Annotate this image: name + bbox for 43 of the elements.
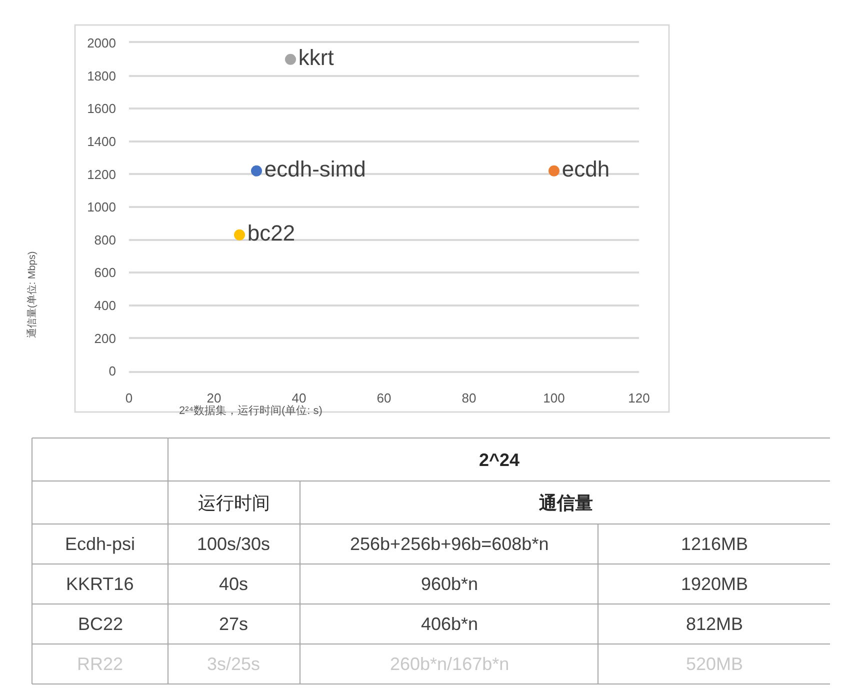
text: 812MB	[686, 614, 744, 634]
x-tick-label: 20	[206, 390, 222, 406]
text: 40s	[219, 574, 248, 594]
y-tick-label: 1000	[87, 200, 116, 215]
y-tick-label: 1600	[87, 101, 116, 116]
point	[548, 165, 560, 176]
text: 406b*n	[421, 614, 478, 634]
text: 1216MB	[681, 534, 748, 554]
series-label: kkrt	[298, 44, 334, 70]
x-tick-label: 0	[125, 390, 133, 406]
y-tick-label: 800	[94, 232, 116, 248]
x-tick-label: 60	[376, 390, 392, 406]
text: 2^24	[479, 450, 520, 470]
x-axis-title: 2²⁴数据集，运行时间(单位: s)	[179, 404, 322, 417]
text: 256b+256b+96b=608b*n	[350, 534, 549, 554]
y-tick-label: 1200	[87, 166, 116, 182]
x-tick-label: 100	[543, 390, 565, 406]
text: 通信量	[538, 493, 593, 513]
y-axis-title: 通信量(单位: Mbps)	[26, 251, 38, 338]
x-tick-label: 120	[628, 390, 650, 406]
y-tick-label: 1800	[87, 68, 116, 84]
text: 1920MB	[681, 574, 748, 594]
text: 100s/30s	[197, 534, 270, 554]
y-tick-label: 200	[94, 330, 116, 346]
series-label: bc22	[247, 220, 296, 246]
text: Ecdh-psi	[65, 534, 136, 554]
x-tick-label: 40	[292, 390, 306, 406]
y-tick-label: 400	[94, 298, 116, 313]
point	[251, 165, 262, 176]
y-tick-label: 600	[94, 265, 116, 280]
point	[285, 54, 296, 65]
y-tick-label: 1400	[87, 134, 116, 149]
text: KKRT16	[66, 574, 134, 594]
y-tick-label: 2000	[87, 36, 116, 51]
y-tick-label: 0	[108, 364, 116, 379]
text: 960b*n	[421, 574, 478, 594]
series-label: ecdh	[562, 156, 610, 182]
series-label: ecdh-simd	[264, 156, 366, 182]
text: BC22	[78, 614, 124, 634]
text: 运行时间	[198, 493, 270, 513]
x-tick-label: 80	[462, 390, 476, 406]
text: 27s	[219, 614, 248, 634]
point	[234, 229, 245, 240]
